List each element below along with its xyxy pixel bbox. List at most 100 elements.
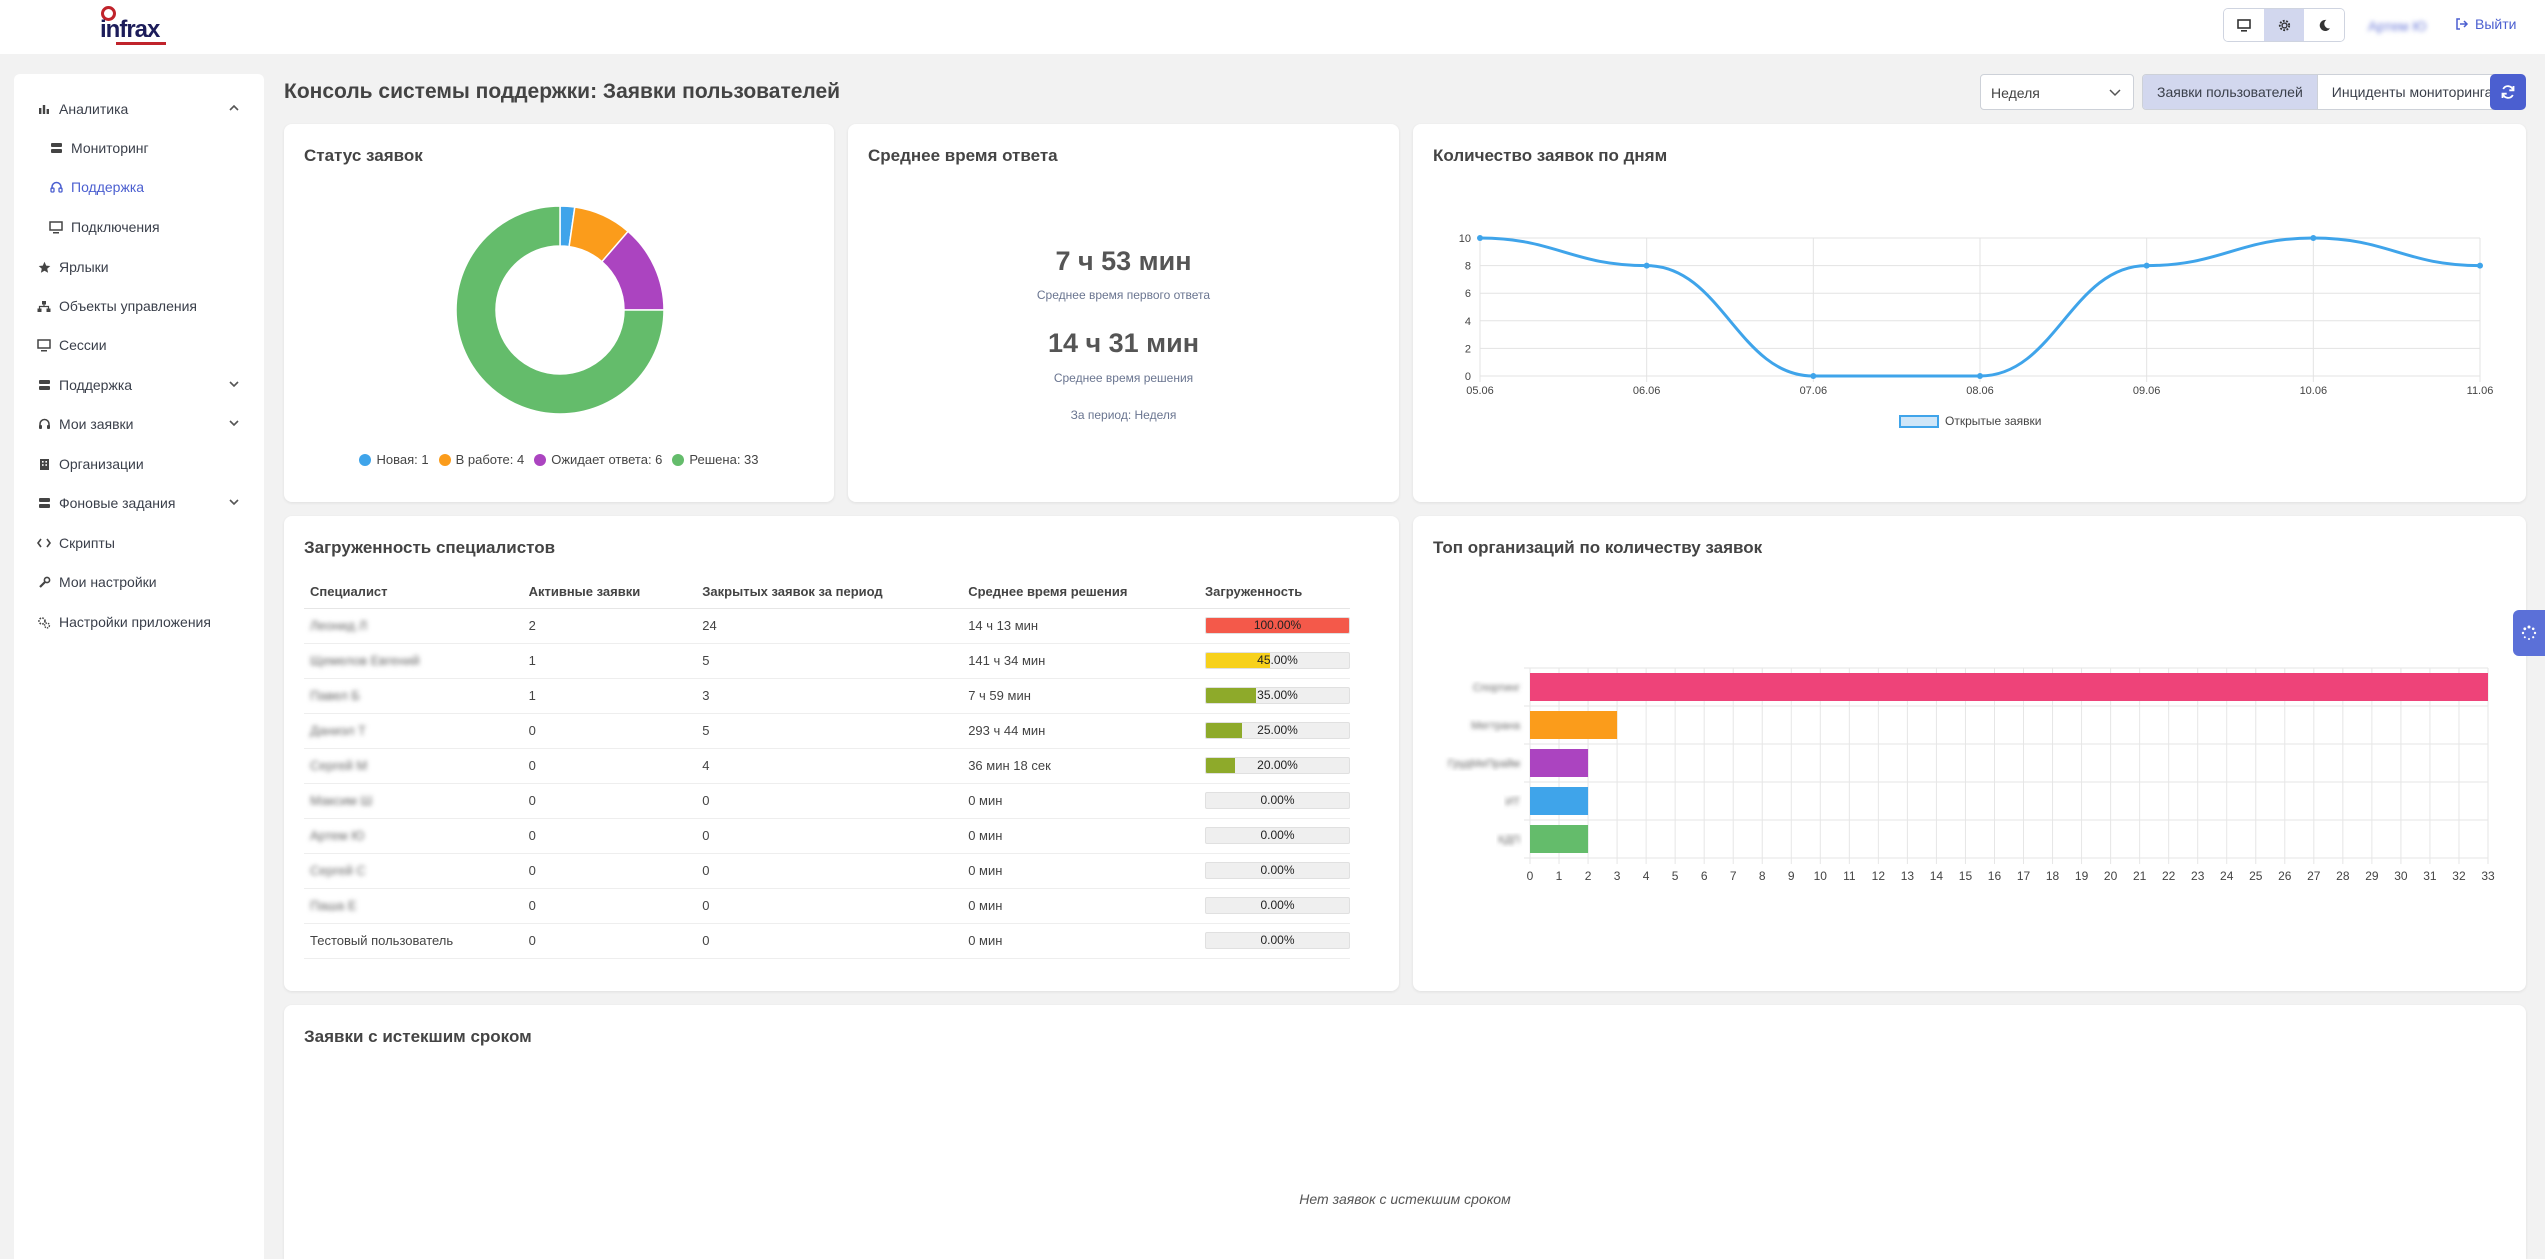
sidebar-item-label: Настройки приложения bbox=[59, 614, 211, 630]
sidebar-item-sessions[interactable]: Сессии bbox=[14, 330, 264, 360]
source-tabs: Заявки пользователей Инциденты мониторин… bbox=[2142, 74, 2508, 110]
specialist-name-cell: Павел Б bbox=[304, 678, 523, 714]
legend-item-new[interactable]: Новая: 1 bbox=[359, 452, 429, 467]
column-header[interactable]: Специалист bbox=[304, 576, 523, 609]
sidebar-item-label: Организации bbox=[59, 456, 144, 472]
workload-progress-bar: 35.00% bbox=[1205, 687, 1350, 704]
sidebar-item-scripts[interactable]: Скрипты bbox=[14, 528, 264, 558]
bar[interactable] bbox=[1530, 673, 2488, 701]
sidebar-item-background-jobs[interactable]: Фоновые задания bbox=[14, 488, 264, 518]
data-point[interactable] bbox=[1477, 235, 1483, 241]
column-header[interactable]: Закрытых заявок за период bbox=[696, 576, 963, 609]
logout-button[interactable]: Выйти bbox=[2455, 16, 2516, 32]
legend-swatch bbox=[359, 453, 372, 466]
data-point[interactable] bbox=[1977, 373, 1983, 379]
workload-cell: 0.00% bbox=[1199, 783, 1350, 819]
sidebar-item-support[interactable]: Поддержка bbox=[14, 370, 264, 400]
card-title: Статус заявок bbox=[304, 146, 423, 165]
specialist-name-cell: Даниэл Т bbox=[304, 713, 523, 749]
y-tick-label: 10 bbox=[1459, 233, 1471, 245]
moon-icon bbox=[2319, 19, 2330, 31]
headset-icon bbox=[36, 416, 52, 432]
sidebar-item-analytics[interactable]: Аналитика bbox=[14, 94, 264, 124]
legend-label: В работе: 4 bbox=[455, 452, 525, 467]
dark-mode-button[interactable] bbox=[2304, 9, 2344, 41]
legend-item-resolved[interactable]: Решена: 33 bbox=[672, 452, 759, 467]
x-tick-label: 32 bbox=[2452, 869, 2466, 883]
y-tick-label: КДП bbox=[1498, 834, 1520, 846]
building-icon bbox=[36, 456, 52, 472]
column-header[interactable]: Активные заявки bbox=[522, 576, 697, 609]
sidebar-item-shortcuts[interactable]: Ярлыки bbox=[14, 252, 264, 282]
sidebar-item-my-tickets[interactable]: Мои заявки bbox=[14, 409, 264, 439]
legend-item-in-progress[interactable]: В работе: 4 bbox=[438, 452, 525, 467]
column-header[interactable]: Среднее время решения bbox=[962, 576, 1199, 609]
data-point[interactable] bbox=[2477, 262, 2483, 269]
specialist-name-cell: Артем Ю bbox=[304, 818, 523, 854]
closed-tickets-cell: 3 bbox=[696, 678, 963, 714]
column-header[interactable]: Загруженность bbox=[1199, 576, 1350, 609]
bar[interactable] bbox=[1530, 825, 1589, 853]
app-logo[interactable]: infrax bbox=[100, 6, 172, 46]
y-tick-label: ИТ bbox=[1505, 796, 1520, 808]
data-point[interactable] bbox=[2143, 262, 2150, 269]
workload-cell: 45.00% bbox=[1199, 643, 1350, 679]
x-tick-label: 31 bbox=[2423, 869, 2437, 883]
tab-user-tickets[interactable]: Заявки пользователей bbox=[2143, 75, 2318, 109]
bar[interactable] bbox=[1530, 711, 1618, 739]
table-row[interactable]: Щемелов Евгений 1 5 141 ч 34 мин 45.00% bbox=[304, 643, 1350, 679]
refresh-button[interactable] bbox=[2490, 74, 2526, 110]
donut-slice-4[interactable] bbox=[455, 205, 665, 415]
active-tickets-cell: 0 bbox=[522, 818, 697, 854]
status-donut-chart bbox=[455, 205, 665, 415]
user-name-link[interactable]: Артем Ю bbox=[2368, 18, 2427, 34]
closed-tickets-cell: 0 bbox=[696, 888, 963, 924]
sidebar-item-connections[interactable]: Подключения bbox=[14, 212, 264, 242]
sidebar-item-label: Ярлыки bbox=[59, 259, 109, 275]
table-row[interactable]: Леонид Л 2 24 14 ч 13 мин 100.00% bbox=[304, 608, 1350, 644]
x-tick-label: 21 bbox=[2133, 869, 2147, 883]
data-point[interactable] bbox=[2310, 235, 2317, 241]
sidebar-item-managed-objects[interactable]: Объекты управления bbox=[14, 291, 264, 321]
sidebar-item-organizations[interactable]: Организации bbox=[14, 449, 264, 479]
table-row[interactable]: Сергей М 0 4 36 мин 18 сек 20.00% bbox=[304, 748, 1350, 784]
sidebar-item-support-analytics[interactable]: Поддержка bbox=[14, 172, 264, 202]
x-tick-label: 7 bbox=[1730, 869, 1737, 883]
avg-resolution-cell: 7 ч 59 мин bbox=[962, 678, 1199, 714]
avg-resolution-cell: 293 ч 44 мин bbox=[962, 713, 1199, 749]
legend-label: Решена: 33 bbox=[689, 452, 759, 467]
bar[interactable] bbox=[1530, 749, 1589, 777]
code-icon bbox=[36, 535, 52, 551]
bar[interactable] bbox=[1530, 787, 1589, 815]
x-tick-label: 9 bbox=[1788, 869, 1795, 883]
legend-item-waiting[interactable]: Ожидает ответа: 6 bbox=[534, 452, 662, 467]
sidebar-item-monitoring[interactable]: Мониторинг bbox=[14, 133, 264, 163]
y-tick-label: 2 bbox=[1465, 343, 1471, 355]
sidebar-item-app-settings[interactable]: Настройки приложения bbox=[14, 607, 264, 637]
tab-monitoring-incidents[interactable]: Инциденты мониторинга bbox=[2317, 75, 2507, 109]
specialist-name-cell: Тестовый пользователь bbox=[304, 923, 523, 959]
data-point[interactable] bbox=[1810, 373, 1817, 379]
sidebar-item-label: Объекты управления bbox=[59, 298, 197, 314]
sidebar-item-my-settings[interactable]: Мои настройки bbox=[14, 567, 264, 597]
data-point[interactable] bbox=[1643, 262, 1650, 269]
desktop-mode-button[interactable] bbox=[2224, 9, 2264, 41]
workload-percent-label: 20.00% bbox=[1257, 758, 1298, 772]
x-tick-label: 24 bbox=[2220, 869, 2234, 883]
sidebar-item-label: Фоновые задания bbox=[59, 495, 176, 511]
gears-icon bbox=[36, 614, 52, 630]
table-row[interactable]: Тестовый пользователь 0 0 0 мин 0.00% bbox=[304, 923, 1350, 959]
period-select[interactable]: Неделя bbox=[1980, 74, 2134, 110]
floating-panel-button[interactable] bbox=[2513, 610, 2545, 656]
table-row[interactable]: Даниэл Т 0 5 293 ч 44 мин 25.00% bbox=[304, 713, 1350, 749]
auto-mode-button[interactable] bbox=[2264, 9, 2304, 41]
avg-resolution-cell: 0 мин bbox=[962, 888, 1199, 924]
line-legend[interactable]: Открытые заявки bbox=[1899, 414, 2042, 428]
workload-percent-label: 100.00% bbox=[1253, 618, 1302, 632]
